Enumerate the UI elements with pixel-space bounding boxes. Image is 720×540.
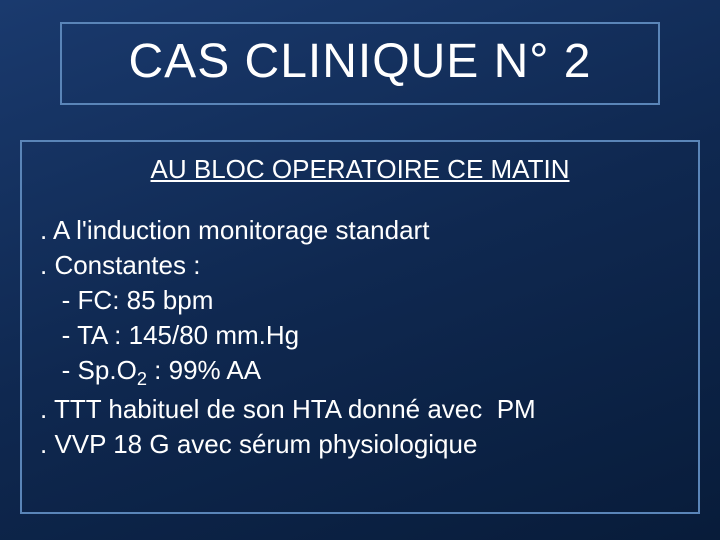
spo2-pre: - Sp.O: [40, 355, 137, 385]
body-box: AU BLOC OPERATOIRE CE MATIN . A l'induct…: [20, 140, 700, 514]
bullet-line: . VVP 18 G avec sérum physiologique: [40, 427, 680, 462]
slide-subtitle: AU BLOC OPERATOIRE CE MATIN: [40, 154, 680, 185]
bullet-sub-line: - Sp.O2 : 99% AA: [40, 353, 680, 392]
content-lines: . A l'induction monitorage standart . Co…: [40, 213, 680, 462]
bullet-line: . TTT habituel de son HTA donné avec PM: [40, 392, 680, 427]
spo2-subscript: 2: [137, 370, 147, 390]
bullet-sub-line: - TA : 145/80 mm.Hg: [40, 318, 680, 353]
bullet-sub-line: - FC: 85 bpm: [40, 283, 680, 318]
spo2-post: : 99% AA: [147, 355, 261, 385]
bullet-line: . Constantes :: [40, 248, 680, 283]
slide-title: CAS CLINIQUE N° 2: [80, 34, 640, 89]
title-box: CAS CLINIQUE N° 2: [60, 22, 660, 105]
bullet-line: . A l'induction monitorage standart: [40, 213, 680, 248]
